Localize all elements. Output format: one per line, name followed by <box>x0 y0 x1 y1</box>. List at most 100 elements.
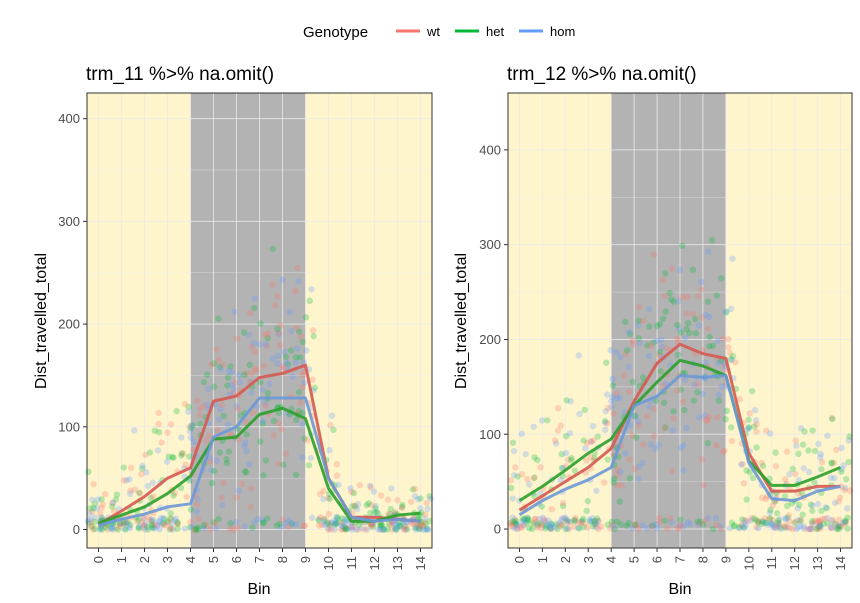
data-point <box>578 518 586 526</box>
data-point <box>154 521 161 529</box>
data-point <box>640 374 647 381</box>
data-point <box>242 439 249 446</box>
data-point <box>299 383 306 391</box>
data-point <box>143 523 151 531</box>
data-point <box>414 521 422 528</box>
data-point <box>622 450 629 457</box>
data-point <box>408 520 416 528</box>
data-point <box>844 505 851 512</box>
data-point <box>745 424 753 431</box>
data-point <box>595 525 602 533</box>
data-point <box>353 526 360 533</box>
data-point <box>727 356 734 363</box>
data-point <box>776 516 783 523</box>
data-point <box>570 523 578 530</box>
data-point <box>144 482 152 490</box>
data-point <box>722 308 729 315</box>
data-point <box>689 266 696 273</box>
data-point <box>337 520 345 527</box>
data-point <box>98 514 106 521</box>
data-point <box>333 461 341 468</box>
data-point <box>669 427 676 434</box>
data-point <box>752 417 760 424</box>
data-point <box>668 265 676 272</box>
data-point <box>623 347 631 354</box>
data-point <box>814 500 822 508</box>
data-point <box>338 522 345 529</box>
data-point <box>271 301 279 309</box>
data-point <box>167 516 174 523</box>
data-point <box>98 515 105 522</box>
data-point <box>286 309 293 316</box>
data-point <box>335 481 342 488</box>
data-point <box>556 522 564 530</box>
data-point <box>748 514 756 522</box>
data-point <box>721 447 728 455</box>
data-point <box>276 520 284 528</box>
data-point <box>677 521 685 529</box>
data-point <box>264 330 272 338</box>
data-point <box>264 335 271 342</box>
data-point <box>800 525 808 532</box>
data-point <box>670 415 677 422</box>
data-point <box>391 508 399 516</box>
data-point <box>587 438 595 445</box>
data-point <box>614 466 621 473</box>
data-point <box>279 516 286 524</box>
data-point <box>252 349 259 356</box>
data-point <box>149 524 156 531</box>
data-point <box>426 493 433 500</box>
x-tick-label: 11 <box>344 556 359 570</box>
data-point <box>365 500 372 507</box>
data-point <box>586 516 593 523</box>
data-point <box>629 432 636 439</box>
data-point <box>146 449 154 456</box>
data-point <box>726 524 733 532</box>
data-point <box>650 339 657 346</box>
data-point <box>801 428 808 435</box>
data-point <box>646 323 653 330</box>
data-point <box>749 387 756 395</box>
data-point <box>775 521 783 528</box>
data-point <box>811 517 818 525</box>
data-point <box>645 352 653 360</box>
data-point <box>124 519 131 526</box>
data-point <box>246 361 253 369</box>
data-point <box>695 521 702 528</box>
data-point <box>726 349 734 357</box>
data-point <box>512 464 519 471</box>
data-point <box>320 521 328 528</box>
data-point <box>251 295 258 302</box>
data-point <box>332 519 340 527</box>
data-point <box>607 347 614 354</box>
data-point <box>552 523 559 531</box>
data-point <box>845 437 852 444</box>
data-point <box>269 355 276 362</box>
data-point <box>751 515 758 522</box>
data-point <box>754 524 762 532</box>
data-point <box>807 525 814 532</box>
data-point <box>519 515 527 523</box>
data-point <box>675 525 682 532</box>
data-point <box>702 311 710 318</box>
data-point <box>833 446 840 453</box>
data-point <box>292 520 300 528</box>
x-tick-label: 3 <box>581 556 596 563</box>
data-point <box>582 445 589 452</box>
data-point <box>348 526 356 533</box>
data-point <box>568 454 575 462</box>
data-point <box>746 469 754 476</box>
data-point <box>841 484 849 492</box>
data-point <box>640 441 647 448</box>
data-point <box>93 505 100 512</box>
series-line-hom <box>518 374 841 517</box>
data-point <box>138 519 145 526</box>
data-point <box>668 468 676 475</box>
data-point <box>741 524 748 532</box>
data-point <box>269 245 277 253</box>
data-point <box>818 458 826 466</box>
data-point <box>652 445 659 452</box>
data-point <box>512 517 519 525</box>
data-point <box>165 519 172 526</box>
data-point <box>163 458 171 465</box>
